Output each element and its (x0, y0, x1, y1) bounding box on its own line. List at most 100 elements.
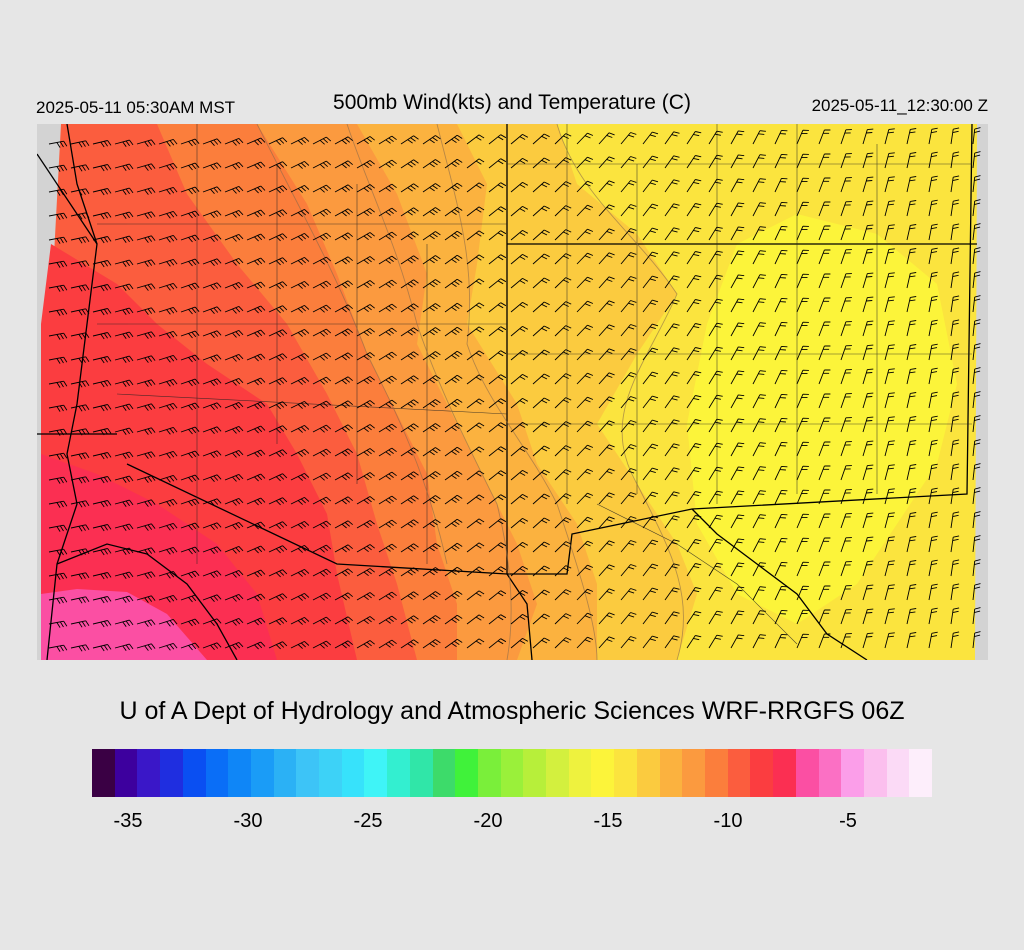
wind-barb (92, 332, 112, 340)
wind-barb (202, 138, 222, 146)
wind-barb (158, 378, 178, 387)
wind-barb (708, 442, 723, 457)
wind-barb (312, 208, 332, 217)
wind-barb (642, 467, 659, 481)
wind-barb (488, 254, 507, 265)
wind-barb (554, 565, 572, 577)
wind-barb (664, 227, 680, 241)
wind-barb (466, 518, 485, 529)
wind-barb (862, 296, 874, 313)
wind-barb (818, 321, 831, 337)
wind-barb (664, 395, 680, 409)
wind-barb (884, 296, 895, 313)
temperature-wind-map (37, 124, 988, 660)
wind-barb (92, 308, 112, 316)
county-lines (97, 124, 972, 645)
wind-barb (334, 592, 353, 601)
wind-barb (884, 536, 895, 553)
wind-barb (928, 391, 938, 409)
wind-barb (48, 452, 68, 460)
colorbar-swatch (568, 749, 592, 797)
wind-barb (708, 298, 723, 313)
wind-barb (950, 511, 960, 529)
wind-barb (620, 204, 637, 217)
wind-barb (532, 349, 550, 361)
wind-barb (576, 588, 594, 601)
wind-barb (620, 444, 637, 457)
wind-barb (466, 326, 485, 337)
wind-barb (642, 323, 659, 337)
wind-barb (356, 376, 375, 385)
wind-barb (466, 638, 485, 649)
wind-barb (730, 442, 745, 457)
wind-barb (312, 160, 332, 169)
wind-barb (950, 463, 960, 481)
wind-barb (686, 587, 702, 601)
wind-barb (686, 299, 702, 313)
wind-barb (862, 176, 874, 193)
wind-barb (268, 545, 288, 554)
wind-barb (334, 544, 353, 553)
colorbar-swatch (886, 749, 910, 797)
wind-barb (158, 546, 178, 555)
wind-barb (114, 619, 134, 627)
wind-barb (158, 186, 178, 195)
wind-barb (774, 249, 788, 265)
wind-barb (928, 631, 938, 649)
wind-barb (202, 450, 222, 458)
wind-barb (70, 212, 90, 220)
wind-barb (686, 467, 702, 481)
wind-barb (708, 562, 723, 577)
wind-barb (906, 272, 917, 289)
wind-barb (488, 278, 507, 289)
wind-barb (92, 620, 112, 628)
wind-barb (136, 235, 156, 243)
wind-barb (554, 613, 572, 625)
wind-barb (884, 248, 895, 265)
wind-barb (884, 200, 895, 217)
wind-barb (202, 234, 222, 242)
wind-barb (884, 152, 895, 169)
wind-barb (598, 372, 615, 385)
wind-barb (444, 518, 463, 529)
wind-barb (884, 176, 895, 193)
wind-barb (972, 127, 981, 145)
wind-barb (796, 345, 809, 361)
wind-barb (774, 633, 788, 649)
wind-barb (708, 202, 723, 217)
wind-barb (576, 300, 594, 313)
wind-barb (598, 396, 615, 409)
wind-barb (444, 398, 463, 409)
wind-barb (488, 518, 507, 529)
wind-barb (444, 638, 463, 649)
wind-barb (202, 258, 222, 266)
wind-barb (70, 164, 90, 172)
wind-barb (378, 495, 397, 505)
wind-barb (312, 448, 332, 457)
wind-barb (246, 401, 266, 410)
wind-barb (686, 347, 702, 361)
wind-barb (950, 583, 960, 601)
wind-barb (246, 137, 266, 146)
wind-barb (312, 328, 332, 337)
colorbar-swatch (137, 749, 161, 797)
wind-barb (224, 257, 244, 266)
wind-barb (862, 368, 874, 385)
temp-band-brightyellow (687, 214, 957, 624)
wind-barb (92, 572, 112, 580)
wind-barb (180, 402, 200, 411)
wind-barb (796, 633, 809, 649)
wind-barb (466, 398, 485, 409)
wind-barb (92, 644, 112, 652)
wind-barb (400, 327, 419, 337)
wind-barb (818, 609, 831, 625)
wind-barb (730, 538, 745, 553)
temperature-colorbar (92, 749, 933, 797)
wind-barb (840, 633, 852, 649)
wind-barb (400, 639, 419, 649)
wind-barb (972, 415, 981, 433)
wind-barb (334, 136, 353, 145)
wind-barb (532, 325, 550, 337)
wind-barb (730, 130, 745, 145)
wind-barb (620, 492, 637, 505)
